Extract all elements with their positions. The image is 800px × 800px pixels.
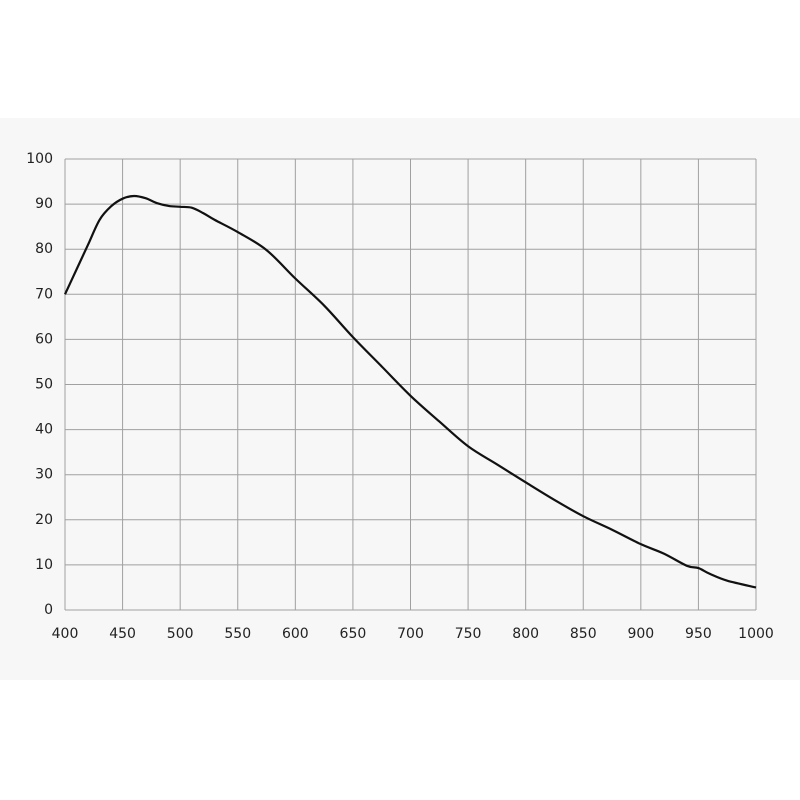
x-tick-label: 650: [340, 626, 367, 642]
y-tick-label: 100: [26, 151, 53, 167]
x-tick-label: 750: [455, 626, 482, 642]
line: [64, 194, 757, 589]
x-tick-label: 450: [109, 626, 136, 642]
x-tick-label: 1000: [738, 626, 774, 642]
y-tick-label: 10: [35, 557, 53, 573]
y-tick-label: 60: [35, 331, 53, 347]
x-tick-label: 500: [167, 626, 194, 642]
y-tick-label: 50: [35, 377, 53, 393]
x-tick-label: 800: [512, 626, 539, 642]
y-tick-label: 70: [35, 286, 53, 302]
x-tick-label: 950: [685, 626, 712, 642]
y-tick-label: 20: [35, 512, 53, 528]
y-tick-label: 30: [35, 467, 53, 483]
chart-background: [0, 118, 800, 680]
x-tick-label: 700: [397, 626, 424, 642]
x-tick-label: 600: [282, 626, 309, 642]
y-tick-label: 0: [44, 602, 53, 618]
x-tick-label: 400: [52, 626, 79, 642]
x-tick-label: 850: [570, 626, 597, 642]
x-tick-label: 900: [627, 626, 654, 642]
x-tick-label: 550: [224, 626, 251, 642]
y-tick-label: 90: [35, 196, 53, 212]
y-tick-label: 80: [35, 241, 53, 257]
y-tick-label: 40: [35, 422, 53, 438]
